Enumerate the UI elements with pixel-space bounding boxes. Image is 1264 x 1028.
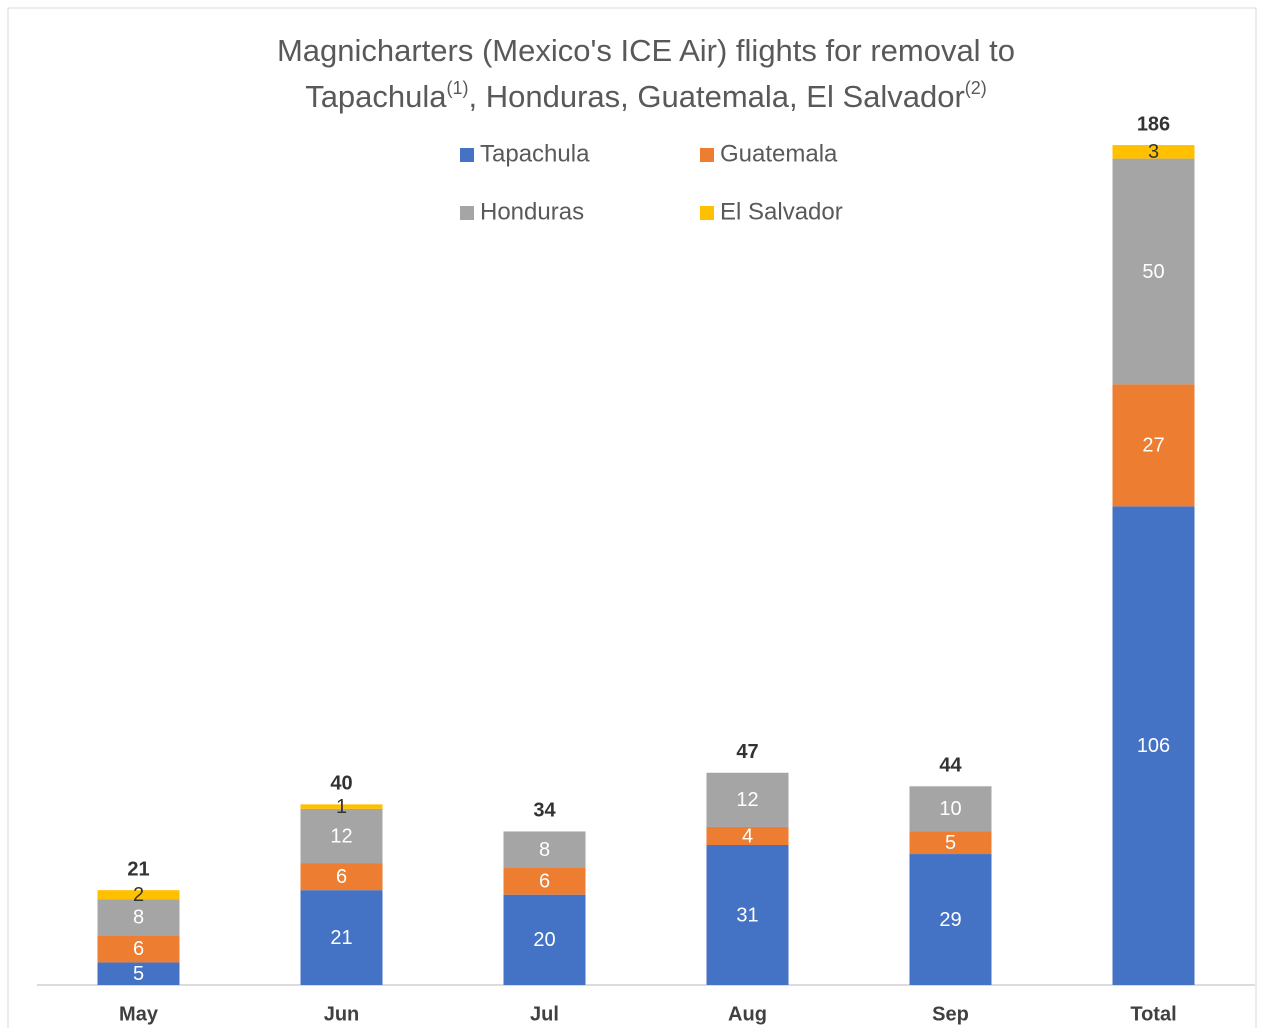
data-label: 50 — [1142, 261, 1164, 283]
chart-title: Magnicharters (Mexico's ICE Air) flights… — [277, 33, 1015, 68]
data-label: 20 — [533, 929, 555, 951]
data-label: 10 — [939, 798, 961, 820]
bar-segment — [1112, 384, 1195, 507]
title-part: , Honduras, Guatemala, El Salvador — [469, 79, 965, 114]
bar-segment — [909, 854, 992, 985]
legend-label: El Salvador — [720, 198, 843, 225]
data-label: 4 — [742, 825, 753, 847]
total-label: 44 — [939, 755, 962, 777]
bar-segment — [1112, 158, 1195, 385]
bar-segment — [706, 845, 789, 985]
data-label: 27 — [1142, 435, 1164, 457]
bar-segment — [300, 890, 383, 985]
bar-segment — [1112, 145, 1195, 159]
data-label: 5 — [133, 963, 144, 985]
bar-segment — [1112, 506, 1195, 985]
x-tick-label: Aug — [728, 1003, 767, 1025]
bar-segment — [300, 808, 383, 864]
data-label: 8 — [133, 907, 144, 929]
data-label: 31 — [736, 904, 758, 926]
legend-swatch — [460, 206, 474, 220]
legend-swatch — [700, 206, 714, 220]
data-label: 6 — [539, 870, 550, 892]
bar-segment — [909, 786, 992, 832]
bar-segment — [503, 867, 586, 895]
total-label: 40 — [330, 773, 352, 795]
bar-segment — [706, 772, 789, 827]
total-label: 21 — [127, 858, 149, 880]
data-label: 6 — [336, 866, 347, 888]
data-label: 1 — [336, 796, 347, 818]
data-label: 21 — [330, 927, 352, 949]
bar-segment — [503, 894, 586, 985]
legend-label: Guatemala — [720, 140, 838, 167]
data-label: 3 — [1148, 141, 1159, 163]
legend-swatch — [700, 148, 714, 162]
x-tick-label: Sep — [932, 1003, 969, 1025]
total-label: 186 — [1137, 113, 1170, 135]
bar-segment — [300, 804, 383, 809]
chart-frame — [7, 7, 1257, 1028]
title-sup: (1) — [447, 78, 469, 98]
legend-label: Honduras — [480, 198, 584, 225]
legend-swatch — [460, 148, 474, 162]
data-label: 8 — [539, 839, 550, 861]
data-label: 5 — [945, 832, 956, 854]
title-sup: (2) — [965, 78, 987, 98]
bar-segment — [97, 899, 180, 936]
data-label: 2 — [133, 884, 144, 906]
bar-segment — [909, 831, 992, 855]
x-tick-label: Jun — [324, 1003, 360, 1025]
x-tick-label: May — [119, 1003, 159, 1025]
bar-segment — [97, 935, 180, 963]
x-tick-label: Total — [1130, 1003, 1176, 1025]
bar-segment — [97, 962, 180, 985]
bar-segment — [706, 826, 789, 846]
total-label: 34 — [533, 800, 556, 822]
bar-segment — [503, 831, 586, 868]
total-label: 47 — [736, 741, 758, 763]
bar-segment — [97, 890, 180, 900]
data-label: 12 — [736, 789, 758, 811]
data-label: 6 — [133, 938, 144, 960]
chart-title: Tapachula(1), Honduras, Guatemala, El Sa… — [305, 78, 987, 114]
legend-label: Tapachula — [480, 140, 590, 167]
data-label: 12 — [330, 825, 352, 847]
x-tick-label: Jul — [530, 1003, 559, 1025]
data-label: 106 — [1137, 735, 1170, 757]
title-part: Tapachula — [305, 79, 447, 114]
bar-segment — [300, 863, 383, 891]
data-label: 29 — [939, 909, 961, 931]
